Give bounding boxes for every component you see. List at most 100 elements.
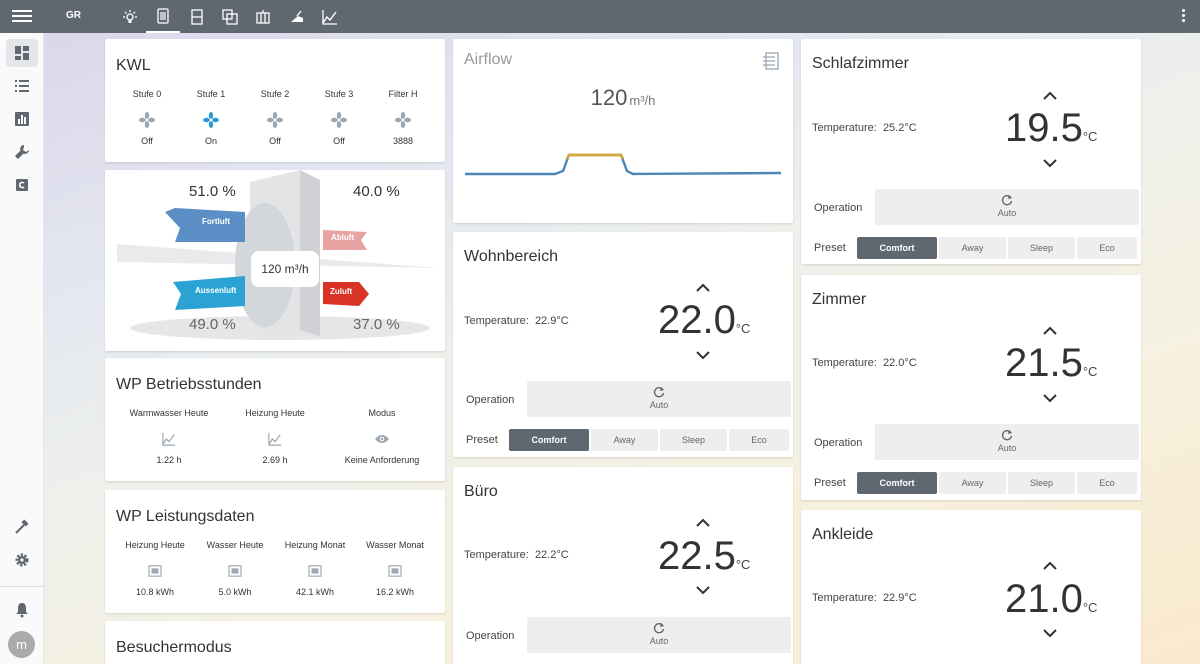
radiator-icon — [256, 9, 270, 24]
menu-icon[interactable] — [12, 8, 32, 24]
meter-icon — [148, 565, 162, 577]
preset-label: Preset — [814, 242, 846, 254]
tab-lights[interactable] — [113, 0, 147, 33]
stat-item[interactable]: Heizung Heute 10.8 kWh — [115, 539, 195, 597]
aussenluft-percent: 49.0 % — [189, 316, 236, 333]
preset-away-button[interactable]: Away — [939, 472, 1006, 494]
sidebar-item-settings[interactable] — [6, 546, 38, 574]
operation-button[interactable]: Auto — [527, 381, 791, 417]
chevron-down-icon[interactable] — [1042, 628, 1058, 638]
preset-eco-button[interactable]: Eco — [729, 429, 789, 451]
stat-item[interactable]: Wasser Heute 5.0 kWh — [195, 539, 275, 597]
preset-sleep-button[interactable]: Sleep — [1008, 237, 1075, 259]
chevron-up-icon[interactable] — [695, 518, 711, 528]
zuluft-percent: 37.0 % — [353, 316, 400, 333]
tab-windows[interactable] — [213, 0, 247, 33]
preset-comfort-button[interactable]: Comfort — [857, 472, 937, 494]
operation-label: Operation — [466, 630, 515, 642]
kwl-item[interactable]: Stufe 0 Off — [115, 88, 179, 146]
air-filter-icon — [763, 52, 779, 70]
sidebar-item-notifications[interactable] — [6, 596, 38, 624]
besuchermodus-card: Besuchermodus — [105, 621, 445, 664]
kwl-item-label: Stufe 3 — [324, 89, 354, 99]
stat-item[interactable]: Warmwasser Heute 1.22 h — [113, 407, 225, 465]
operation-value: Auto — [649, 636, 669, 646]
airflow-unit: m³/h — [629, 93, 656, 108]
sidebar-item-developer[interactable] — [6, 513, 38, 541]
stat-item[interactable]: Heizung Heute 2.69 h — [219, 407, 331, 465]
chevron-up-icon[interactable] — [695, 283, 711, 293]
meter-icon — [388, 565, 402, 577]
operation-value: Auto — [997, 208, 1017, 218]
tab-doors[interactable] — [180, 0, 214, 33]
sidebar-item-logbook[interactable] — [6, 72, 38, 100]
current-temperature: 25.2°C — [882, 122, 917, 134]
stat-label: Modus — [368, 408, 396, 418]
target-temperature: 22.0 — [658, 298, 736, 342]
target-temperature: 19.5 — [1005, 106, 1083, 150]
preset-away-button[interactable]: Away — [591, 429, 658, 451]
thermostat-ankleide-card: Ankleide Temperature: 22.9°C 21.0°C — [801, 510, 1141, 664]
kwl-item[interactable]: Stufe 1 On — [179, 88, 243, 146]
chevron-down-icon[interactable] — [695, 350, 711, 360]
preset-selector: Comfort Away Sleep Eco — [857, 472, 1139, 494]
chart-icon — [322, 9, 337, 25]
target-temperature-row: 22.0°C — [658, 298, 750, 343]
operation-value: Auto — [997, 443, 1017, 453]
chevron-up-icon[interactable] — [1042, 561, 1058, 571]
kwl-item-label: Stufe 2 — [260, 89, 290, 99]
preset-comfort-button[interactable]: Comfort — [857, 237, 937, 259]
kwl-item[interactable]: Filter H 3888 — [371, 88, 435, 146]
tab-thermostat[interactable] — [146, 0, 180, 33]
tab-vacuum[interactable] — [280, 0, 314, 33]
hammer-icon — [15, 519, 29, 534]
preset-sleep-button[interactable]: Sleep — [660, 429, 727, 451]
preset-eco-button[interactable]: Eco — [1077, 472, 1137, 494]
flow-value: 120 m³/h — [261, 262, 309, 276]
kwl-item[interactable]: Stufe 2 Off — [243, 88, 307, 146]
avatar[interactable]: m — [8, 631, 35, 658]
card-title: KWL — [116, 57, 151, 74]
temperature-label: Temperature: 25.2°C — [812, 122, 917, 134]
preset-label: Preset — [814, 477, 846, 489]
tab-heating[interactable] — [246, 0, 280, 33]
chevron-down-icon[interactable] — [1042, 158, 1058, 168]
wp-leistungsdaten-card: WP Leistungsdaten Heizung Heute 10.8 kWh … — [105, 490, 445, 613]
stat-item[interactable]: Heizung Monat 42.1 kWh — [275, 539, 355, 597]
operation-button[interactable]: Auto — [875, 424, 1139, 460]
abluft-label: Abluft — [331, 233, 355, 242]
top-app-bar: GR — [0, 0, 1200, 33]
operation-button[interactable]: Auto — [527, 617, 791, 653]
overflow-menu-icon[interactable] — [1182, 9, 1186, 25]
card-title: Schlafzimmer — [812, 55, 909, 72]
kwl-item[interactable]: Stufe 3 Off — [307, 88, 371, 146]
chevron-down-icon[interactable] — [1042, 393, 1058, 403]
preset-eco-button[interactable]: Eco — [1077, 237, 1137, 259]
sidebar-item-overview[interactable] — [6, 39, 38, 67]
abluft-arrow — [323, 230, 367, 250]
tab-charts[interactable] — [313, 0, 347, 33]
preset-away-button[interactable]: Away — [939, 237, 1006, 259]
sidebar-item-c[interactable] — [6, 171, 38, 199]
chevron-up-icon[interactable] — [1042, 91, 1058, 101]
temperature-label: Temperature: 22.9°C — [812, 592, 917, 604]
preset-comfort-button[interactable]: Comfort — [509, 429, 589, 451]
card-title: Büro — [464, 483, 498, 500]
stat-label: Wasser Monat — [366, 540, 424, 550]
stat-item[interactable]: Modus Keine Anforderung — [326, 407, 438, 465]
chevron-up-icon[interactable] — [1042, 326, 1058, 336]
chevron-down-icon[interactable] — [695, 585, 711, 595]
sidebar-item-tools[interactable] — [6, 138, 38, 166]
stat-item[interactable]: Wasser Monat 16.2 kWh — [355, 539, 435, 597]
stat-label: Heizung Heute — [245, 408, 305, 418]
wp-betriebsstunden-card: WP Betriebsstunden Warmwasser Heute 1.22 … — [105, 358, 445, 481]
operation-button[interactable]: Auto — [875, 189, 1139, 225]
sidebar-divider — [0, 586, 44, 587]
target-temperature-row: 19.5°C — [1005, 106, 1097, 151]
airflow-card[interactable]: Airflow 120 m³/h — [453, 39, 793, 223]
window-icon — [222, 8, 238, 25]
preset-sleep-button[interactable]: Sleep — [1008, 472, 1075, 494]
fortluft-percent: 51.0 % — [189, 183, 236, 200]
sidebar-item-history[interactable] — [6, 105, 38, 133]
stat-value: 10.8 kWh — [135, 587, 175, 597]
